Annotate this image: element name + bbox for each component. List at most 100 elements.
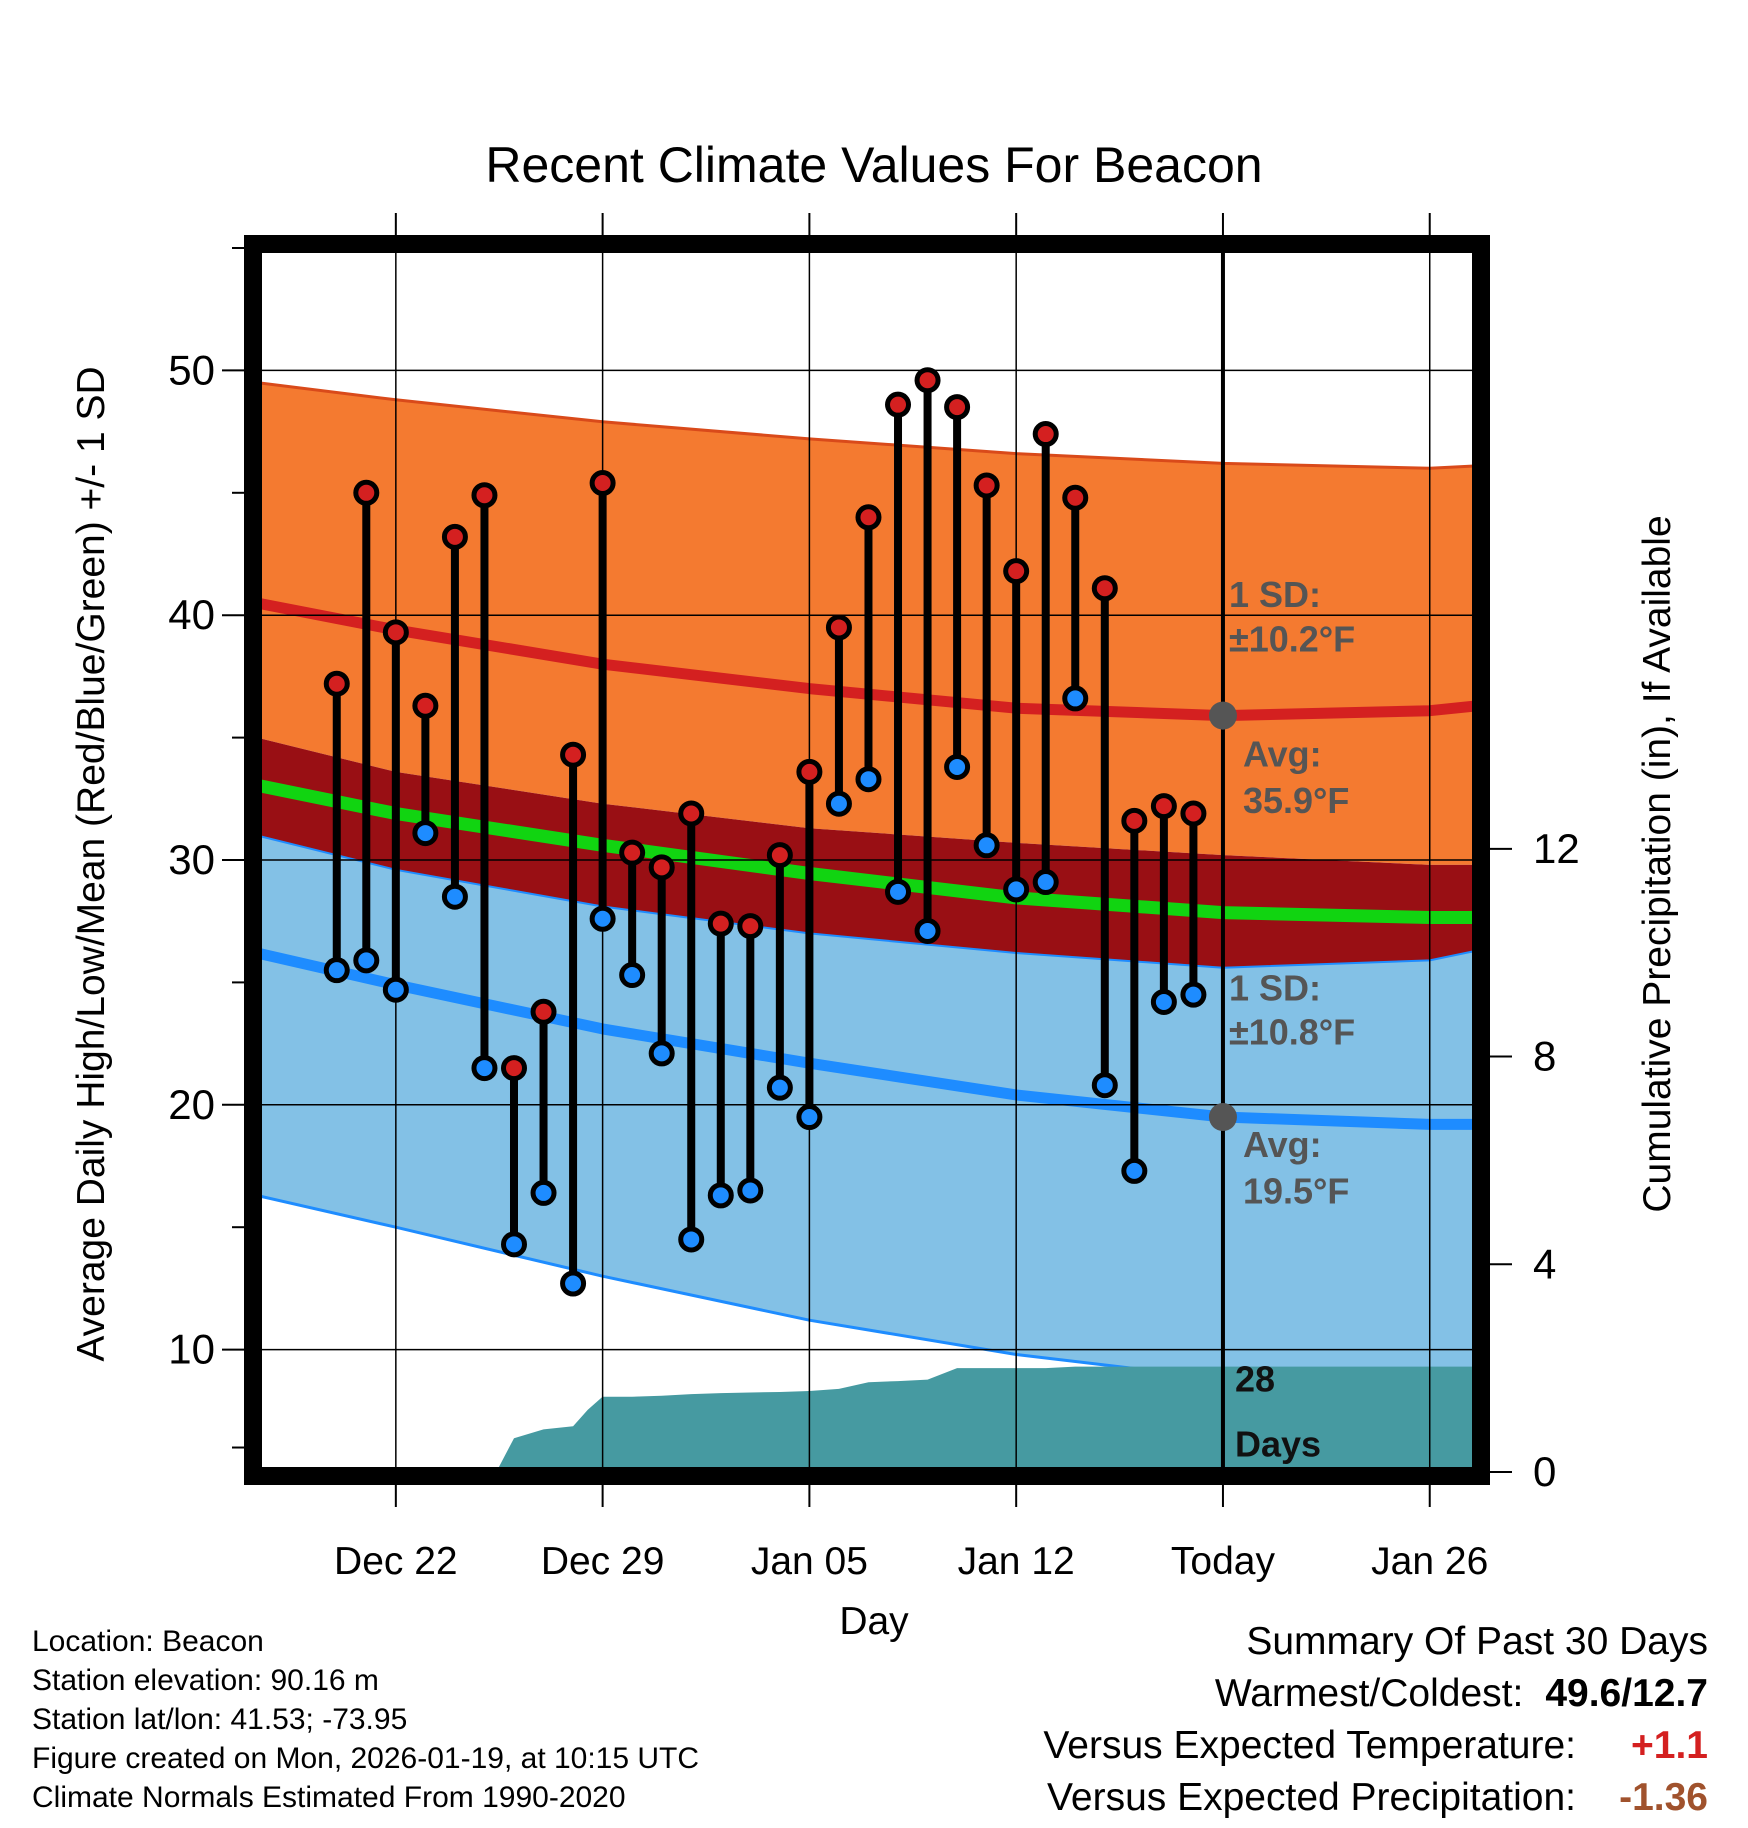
daily-low-point: [1003, 876, 1030, 903]
daily-high-point: [441, 523, 468, 550]
daily-low-point: [825, 790, 852, 817]
low-upper-edge: [257, 834, 1477, 969]
temperature-value: +1.1: [1631, 1724, 1708, 1767]
precipitation-label: Versus Expected Precipitation:: [1047, 1776, 1576, 1819]
precipitation-value: -1.36: [1619, 1776, 1708, 1819]
x-tick-label: Jan 05: [751, 1540, 868, 1583]
x-tick-label: Dec 29: [541, 1540, 665, 1583]
high-upper-edge: [257, 381, 1477, 470]
daily-low-point: [589, 905, 616, 932]
plot-area: [257, 248, 1477, 1472]
daily-low-point: [737, 1177, 764, 1204]
low-avg-value: 19.5°F: [1243, 1171, 1349, 1212]
daily-low-point: [500, 1231, 527, 1258]
daily-high-point: [412, 692, 439, 719]
summary-title: Summary Of Past 30 Days: [1246, 1620, 1708, 1663]
daily-low-point: [412, 820, 439, 847]
y-tick-label: 50: [168, 346, 215, 393]
daily-high-point: [737, 913, 764, 940]
daily-low-point: [678, 1226, 705, 1253]
daily-high-point: [619, 839, 646, 866]
y-tick-label: 10: [168, 1326, 215, 1373]
high-sd-title: 1 SD:: [1229, 574, 1321, 615]
daily-low-point: [560, 1270, 587, 1297]
daily-high-point: [825, 614, 852, 641]
low-sd-band: [257, 835, 1477, 1379]
daily-high-point: [678, 800, 705, 827]
daily-low-point: [530, 1179, 557, 1206]
daily-low-point: [441, 883, 468, 910]
daily-low-point: [353, 947, 380, 974]
daily-low-point: [973, 832, 1000, 859]
daily-low-point: [707, 1182, 734, 1209]
daily-low-point: [885, 878, 912, 905]
location-text: Location: Beacon: [32, 1625, 264, 1658]
daily-high-point: [944, 394, 971, 421]
daily-high-point: [648, 854, 675, 881]
high-avg-title: Avg:: [1243, 733, 1322, 774]
daily-high-point: [353, 479, 380, 506]
summary-precipitation: Versus Expected Precipitation: -1.36: [1043, 1772, 1708, 1824]
station-metadata: Location: Beacon Station elevation: 90.1…: [32, 1622, 699, 1817]
low-sd-value: ±10.8°F: [1229, 1011, 1355, 1052]
daily-high-point: [1091, 575, 1118, 602]
daily-low-point: [855, 766, 882, 793]
x-tick-label: Today: [1171, 1540, 1276, 1583]
daily-low-point: [944, 753, 971, 780]
low-sd-title: 1 SD:: [1229, 967, 1321, 1008]
y-tick-label: 30: [168, 836, 215, 883]
y-tick-label: 20: [168, 1081, 215, 1128]
elevation-text: Station elevation: 90.16 m: [32, 1664, 379, 1697]
low-normal-line: [257, 947, 1477, 1130]
daily-low-point: [796, 1104, 823, 1131]
daily-high-point: [1150, 793, 1177, 820]
daily-high-point: [855, 504, 882, 531]
warmest-coldest-value: 49.6/12.7: [1545, 1672, 1708, 1715]
summary-temperature: Versus Expected Temperature: +1.1: [1043, 1720, 1708, 1772]
created-text: Figure created on Mon, 2026-01-19, at 10…: [32, 1742, 700, 1775]
daily-high-point: [1032, 421, 1059, 448]
low-avg-title: Avg:: [1243, 1124, 1322, 1165]
daily-high-point: [1121, 807, 1148, 834]
precipitation-area: [257, 1366, 1477, 1472]
daily-high-point: [1062, 484, 1089, 511]
y2-tick-label: 4: [1533, 1240, 1556, 1287]
daily-low-point: [619, 962, 646, 989]
daily-high-point: [707, 910, 734, 937]
daily-high-point: [796, 758, 823, 785]
high-avg-value: 35.9°F: [1243, 780, 1349, 821]
chart-title: Recent Climate Values For Beacon: [485, 137, 1262, 193]
daily-low-point: [323, 957, 350, 984]
daily-low-point: [648, 1040, 675, 1067]
daily-high-point: [530, 998, 557, 1025]
daily-high-point: [560, 741, 587, 768]
y2-tick-label: 0: [1533, 1448, 1556, 1495]
daily-low-point: [1091, 1072, 1118, 1099]
y2-tick-label: 8: [1533, 1033, 1556, 1080]
normals-text: Climate Normals Estimated From 1990-2020: [32, 1781, 626, 1814]
daily-low-point: [382, 976, 409, 1003]
daily-high-point: [914, 367, 941, 394]
daily-low-point: [1032, 869, 1059, 896]
daily-high-point: [500, 1055, 527, 1082]
high-normal-line: [257, 597, 1477, 722]
daily-low-point: [1150, 988, 1177, 1015]
high-sd-value: ±10.2°F: [1229, 618, 1355, 659]
daily-high-point: [589, 470, 616, 497]
x-axis-label: Day: [839, 1600, 909, 1643]
daily-high-point: [1180, 800, 1207, 827]
low-avg-marker: [1208, 1103, 1237, 1132]
daily-low-point: [914, 917, 941, 944]
daily-high-point: [885, 391, 912, 418]
x-tick-label: Dec 22: [334, 1540, 458, 1583]
warmest-coldest-label: Warmest/Coldest:: [1214, 1672, 1524, 1715]
summary-warmest-coldest: Warmest/Coldest: 49.6/12.7: [1043, 1668, 1708, 1720]
daily-high-point: [323, 670, 350, 697]
plot-frame: [244, 235, 1490, 1485]
x-tick-label: Jan 12: [958, 1540, 1075, 1583]
daily-high-point: [382, 619, 409, 646]
daily-low-point: [1180, 981, 1207, 1008]
y-axis-label: Average Daily High/Low/Mean (Red/Blue/Gr…: [70, 366, 113, 1361]
y2-tick-label: 12: [1533, 825, 1580, 872]
daily-low-point: [1121, 1157, 1148, 1184]
